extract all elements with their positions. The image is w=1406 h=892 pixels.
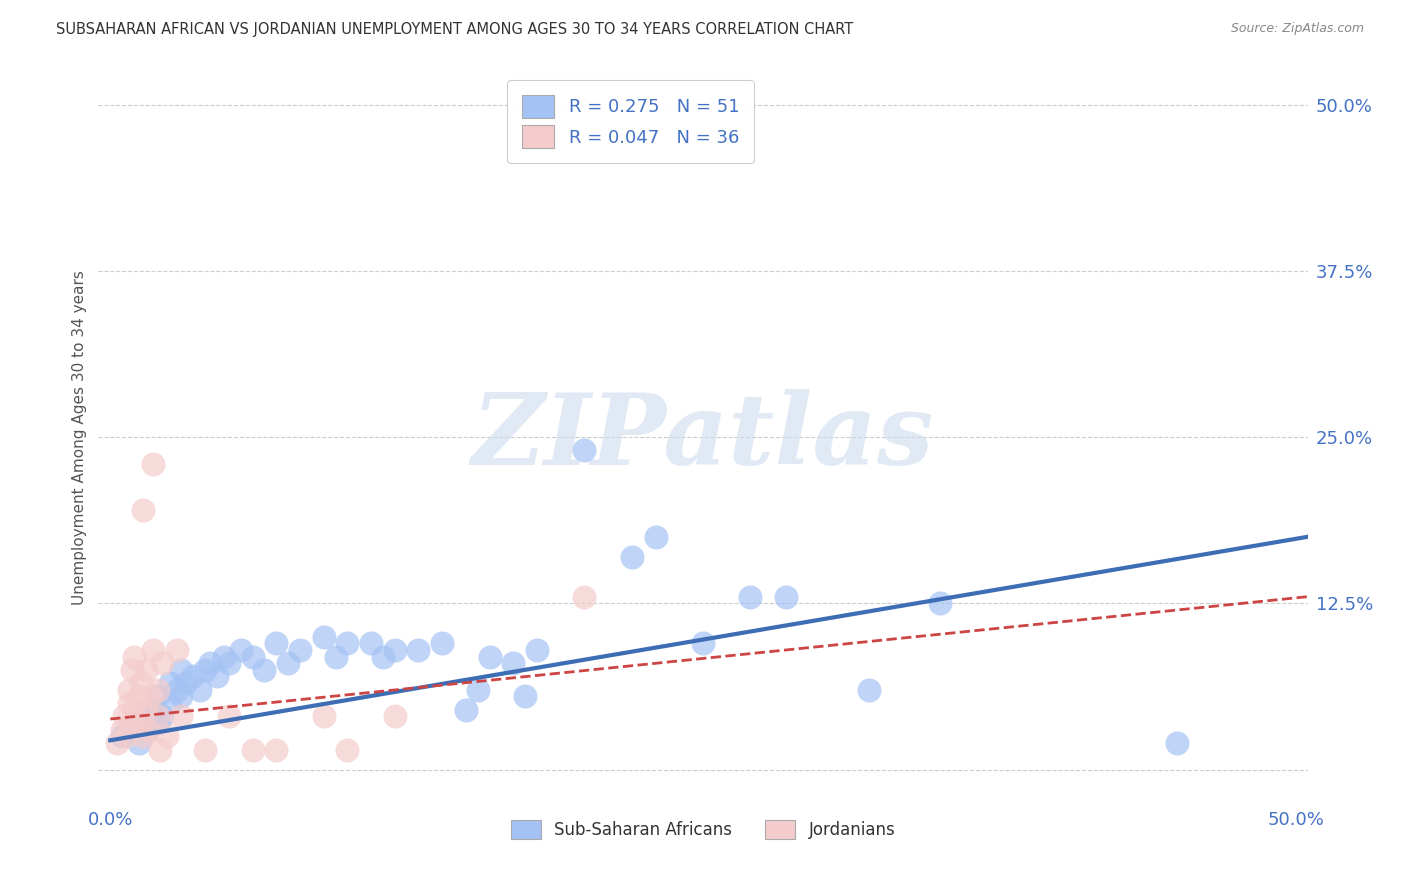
Point: [146, 716, 169, 731]
Point: [371, 649, 394, 664]
Point: [142, 457, 165, 471]
Point: [740, 590, 762, 604]
Point: [132, 503, 155, 517]
Point: [121, 663, 143, 677]
Point: [692, 636, 714, 650]
Point: [166, 682, 188, 697]
Point: [132, 729, 155, 743]
Point: [574, 443, 596, 458]
Point: [264, 636, 287, 650]
Point: [242, 742, 264, 756]
Point: [194, 663, 217, 677]
Point: [128, 736, 150, 750]
Point: [128, 690, 150, 704]
Point: [229, 643, 252, 657]
Point: [146, 682, 169, 697]
Text: ZIPatlas: ZIPatlas: [472, 389, 934, 485]
Point: [574, 590, 596, 604]
Point: [858, 682, 880, 697]
Point: [159, 696, 181, 710]
Point: [194, 742, 217, 756]
Point: [467, 682, 489, 697]
Point: [174, 676, 197, 690]
Point: [336, 636, 359, 650]
Point: [218, 709, 240, 723]
Point: [198, 656, 221, 670]
Point: [288, 643, 311, 657]
Point: [156, 729, 179, 743]
Point: [139, 690, 162, 704]
Point: [105, 736, 128, 750]
Legend: Sub-Saharan Africans, Jordanians: Sub-Saharan Africans, Jordanians: [503, 814, 903, 846]
Point: [277, 656, 299, 670]
Point: [129, 676, 152, 690]
Text: Source: ZipAtlas.com: Source: ZipAtlas.com: [1230, 22, 1364, 36]
Point: [454, 703, 477, 717]
Point: [432, 636, 454, 650]
Point: [384, 643, 406, 657]
Point: [152, 709, 174, 723]
Point: [478, 649, 501, 664]
Point: [142, 643, 165, 657]
Point: [170, 709, 193, 723]
Point: [121, 716, 143, 731]
Point: [122, 703, 145, 717]
Point: [146, 690, 169, 704]
Point: [170, 690, 193, 704]
Point: [111, 729, 134, 743]
Point: [142, 703, 165, 717]
Point: [312, 709, 335, 723]
Point: [218, 656, 240, 670]
Point: [929, 596, 952, 610]
Point: [242, 649, 264, 664]
Point: [336, 742, 359, 756]
Point: [152, 656, 174, 670]
Point: [118, 682, 141, 697]
Point: [190, 682, 212, 697]
Point: [159, 676, 181, 690]
Point: [118, 696, 141, 710]
Point: [181, 669, 204, 683]
Point: [135, 703, 157, 717]
Point: [115, 729, 138, 743]
Point: [149, 742, 172, 756]
Point: [384, 709, 406, 723]
Y-axis label: Unemployment Among Ages 30 to 34 years: Unemployment Among Ages 30 to 34 years: [72, 269, 87, 605]
Text: SUBSAHARAN AFRICAN VS JORDANIAN UNEMPLOYMENT AMONG AGES 30 TO 34 YEARS CORRELATI: SUBSAHARAN AFRICAN VS JORDANIAN UNEMPLOY…: [56, 22, 853, 37]
Point: [170, 663, 193, 677]
Point: [166, 643, 188, 657]
Point: [136, 723, 159, 737]
Point: [212, 649, 235, 664]
Point: [1166, 736, 1188, 750]
Point: [253, 663, 276, 677]
Point: [135, 663, 157, 677]
Point: [644, 530, 666, 544]
Point: [146, 709, 169, 723]
Point: [128, 716, 150, 731]
Point: [312, 630, 335, 644]
Point: [122, 649, 145, 664]
Point: [136, 723, 159, 737]
Point: [620, 549, 643, 564]
Point: [526, 643, 548, 657]
Point: [408, 643, 430, 657]
Point: [114, 709, 136, 723]
Point: [122, 716, 145, 731]
Point: [502, 656, 524, 670]
Point: [775, 590, 797, 604]
Point: [325, 649, 347, 664]
Point: [515, 690, 537, 704]
Point: [205, 669, 228, 683]
Point: [360, 636, 382, 650]
Point: [135, 709, 157, 723]
Point: [111, 723, 134, 737]
Point: [264, 742, 287, 756]
